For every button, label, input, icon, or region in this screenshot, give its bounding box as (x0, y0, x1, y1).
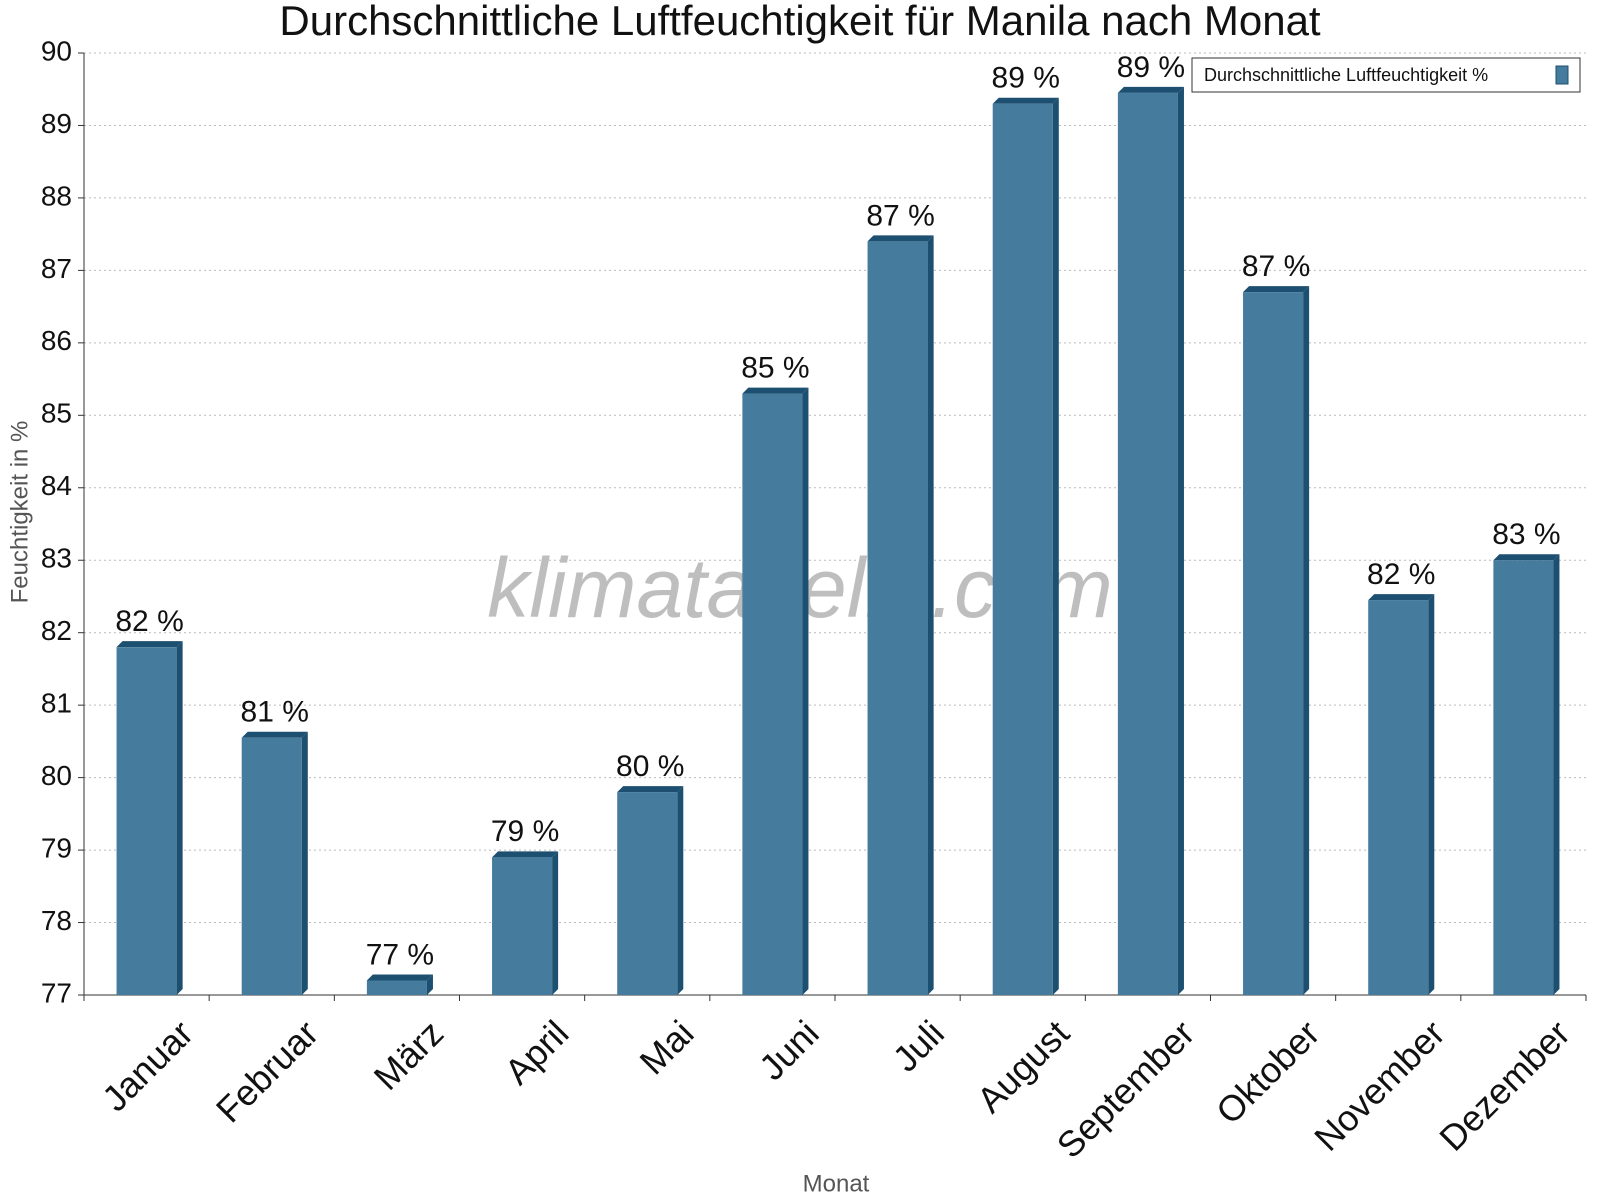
bar (1117, 92, 1178, 996)
bar (992, 103, 1053, 995)
bar-side (1177, 86, 1184, 996)
bar-top (1493, 554, 1560, 561)
bar-top (1243, 286, 1310, 293)
bar-side (1052, 97, 1059, 995)
x-axis-label: Monat (803, 1170, 870, 1197)
legend-label: Durchschnittliche Luftfeuchtigkeit % (1204, 65, 1488, 85)
data-label: 79 % (491, 815, 559, 848)
y-tick-label: 90 (41, 35, 72, 66)
bar-side (301, 731, 308, 995)
y-tick-label: 80 (41, 760, 72, 791)
y-tick-label: 89 (41, 108, 72, 139)
bar-side (1553, 554, 1560, 995)
y-tick-label: 77 (41, 977, 72, 1008)
x-tick-label: März (366, 1012, 452, 1098)
data-label: 81 % (241, 696, 309, 729)
data-label: 89 % (1117, 51, 1185, 84)
legend-swatch (1555, 65, 1569, 85)
data-label: 85 % (741, 351, 809, 384)
x-tick-label: Januar (94, 1012, 201, 1119)
x-tick-label: August (969, 1012, 1077, 1120)
bar (1493, 560, 1554, 995)
bar-side (927, 235, 934, 995)
bar-top (241, 731, 308, 738)
bar-top (742, 387, 809, 394)
bar (1368, 600, 1429, 995)
bar-top (992, 97, 1059, 104)
x-tick-label: Juni (751, 1012, 827, 1088)
bar-top (867, 235, 934, 242)
y-axis-label: Feuchtigkeit in % (6, 421, 33, 604)
x-tick-label: September (1049, 1012, 1203, 1166)
y-tick-label: 87 (41, 253, 72, 284)
bar (742, 393, 803, 996)
data-label: 87 % (866, 199, 934, 232)
x-tick-label: Mai (632, 1012, 702, 1082)
x-tick-label: Dezember (1431, 1012, 1577, 1158)
data-label: 80 % (616, 750, 684, 783)
bar (241, 737, 302, 995)
bar-side (1303, 286, 1310, 996)
y-tick-label: 83 (41, 543, 72, 574)
x-tick-label: Februar (208, 1012, 326, 1130)
chart-title: Durchschnittliche Luftfeuchtigkeit für M… (279, 0, 1321, 44)
y-tick-label: 85 (41, 398, 72, 429)
y-tick-label: 82 (41, 615, 72, 646)
bar (867, 241, 928, 995)
x-tick-label: Oktober (1208, 1012, 1328, 1132)
y-tick-label: 84 (41, 470, 72, 501)
legend-box (1191, 57, 1581, 93)
bar (1243, 292, 1304, 996)
x-tick-label: April (496, 1012, 576, 1092)
bar-side (176, 641, 183, 995)
bar-top (116, 641, 183, 648)
bar-side (1428, 594, 1435, 995)
data-label: 83 % (1492, 518, 1560, 551)
x-tick-label: November (1306, 1012, 1452, 1158)
data-label: 82 % (115, 605, 183, 638)
y-tick-label: 78 (41, 905, 72, 936)
y-tick-label: 79 (41, 832, 72, 863)
bar-side (802, 387, 809, 996)
data-label: 82 % (1367, 558, 1435, 591)
bar-top (1117, 86, 1184, 93)
bar-top (617, 786, 684, 793)
bar-top (492, 851, 559, 858)
bar-side (552, 851, 559, 995)
bar-side (677, 786, 684, 995)
bar (116, 647, 177, 995)
bar (617, 792, 678, 995)
bar (492, 857, 553, 995)
legend: Durchschnittliche Luftfeuchtigkeit % (1191, 57, 1581, 93)
data-label: 77 % (366, 938, 434, 971)
y-tick-label: 86 (41, 325, 72, 356)
bar (366, 980, 427, 995)
bar-top (366, 974, 433, 981)
bar-side (426, 974, 433, 995)
data-label: 87 % (1242, 250, 1310, 283)
x-tick-label: Juli (885, 1012, 952, 1079)
data-label: 89 % (992, 62, 1060, 95)
y-tick-label: 88 (41, 180, 72, 211)
bar-top (1368, 594, 1435, 601)
y-tick-label: 81 (41, 688, 72, 719)
